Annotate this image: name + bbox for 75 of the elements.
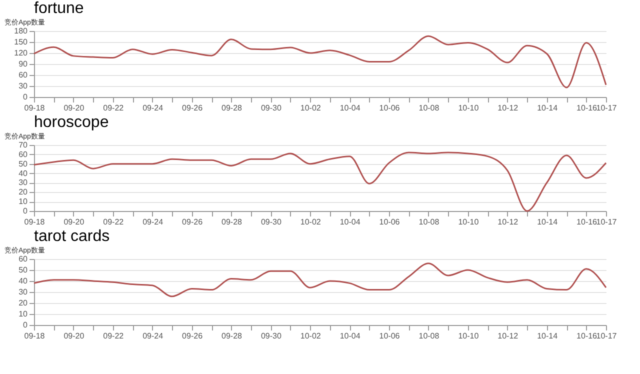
x-tick-label: 10-02 (300, 218, 322, 226)
x-tick-label: 10-17 (596, 332, 618, 340)
y-tick-label: 180 (14, 26, 28, 36)
x-tick-label: 10-04 (340, 104, 361, 112)
x-tick-label: 10-12 (498, 218, 519, 226)
x-tick-label: 10-10 (458, 104, 480, 112)
y-tick-label: 0 (23, 320, 28, 330)
x-tick-label: 09-24 (142, 332, 164, 340)
x-tick-label: 09-24 (142, 218, 164, 226)
y-tick-label: 50 (18, 159, 28, 168)
y-tick-label: 30 (18, 82, 28, 90)
x-tick-label: 09-20 (64, 218, 85, 226)
x-tick-label: 10-12 (498, 332, 519, 340)
x-tick-label: 09-28 (222, 332, 243, 340)
x-tick-label: 09-22 (103, 218, 124, 226)
x-tick-label: 10-10 (458, 218, 480, 226)
x-tick-label: 10-08 (418, 104, 440, 112)
x-tick-label: 10-02 (300, 104, 322, 112)
x-tick-label: 09-22 (103, 104, 124, 112)
x-tick-label: 10-17 (596, 104, 618, 112)
chart-title: tarot cards (34, 228, 110, 245)
y-tick-label: 150 (14, 38, 28, 46)
y-tick-label: 30 (18, 288, 28, 296)
x-tick-label: 09-20 (64, 332, 85, 340)
line-series (33, 262, 607, 298)
y-tick-label: 30 (18, 178, 28, 188)
x-tick-label: 10-17 (596, 218, 618, 226)
x-tick-label: 09-28 (222, 218, 243, 226)
x-tick-label: 10-14 (537, 332, 558, 340)
x-tick-label: 09-22 (103, 332, 124, 340)
y-tick-label: 90 (18, 60, 28, 68)
x-tick-label: 10-08 (418, 218, 440, 226)
y-tick-label: 10 (18, 197, 28, 206)
line-series (33, 35, 607, 88)
y-tick-label: 70 (18, 140, 28, 150)
y-tick-label: 10 (18, 310, 28, 318)
y-tick-label: 50 (18, 266, 28, 274)
x-tick-label: 09-26 (182, 218, 204, 226)
y-tick-label: 60 (18, 150, 28, 159)
y-tick-label: 0 (23, 92, 28, 102)
chart-title: fortune (34, 0, 84, 17)
y-tick-label: 20 (18, 188, 28, 197)
y-tick-label: 20 (18, 298, 28, 308)
x-tick-label: 09-26 (182, 332, 204, 340)
x-tick-label: 09-30 (260, 218, 282, 226)
y-tick-label: 0 (23, 206, 28, 216)
x-tick-label: 09-28 (222, 104, 243, 112)
x-tick-label: 09-26 (182, 104, 204, 112)
x-tick-label: 10-16 (576, 332, 598, 340)
y-tick-label: 60 (18, 254, 28, 264)
x-tick-label: 10-10 (458, 332, 480, 340)
y-tick-label: 60 (18, 70, 28, 80)
y-tick-label: 40 (18, 276, 28, 286)
x-tick-label: 09-30 (260, 332, 282, 340)
x-tick-label: 10-06 (379, 332, 400, 340)
x-tick-label: 10-16 (576, 104, 598, 112)
x-tick-label: 09-18 (24, 218, 46, 226)
x-tick-label: 09-24 (142, 104, 164, 112)
x-tick-label: 09-30 (260, 104, 282, 112)
x-tick-label: 10-06 (379, 218, 400, 226)
y-tick-label: 40 (18, 168, 28, 178)
x-tick-label: 10-02 (300, 332, 322, 340)
x-tick-label: 10-04 (340, 332, 361, 340)
x-tick-label: 10-06 (379, 104, 400, 112)
x-tick-label: 10-12 (498, 104, 519, 112)
x-tick-label: 09-18 (24, 104, 46, 112)
y-tick-label: 120 (14, 48, 28, 58)
x-tick-label: 10-04 (340, 218, 361, 226)
x-tick-label: 10-16 (576, 218, 598, 226)
x-tick-label: 10-08 (418, 332, 440, 340)
x-tick-label: 10-14 (537, 104, 558, 112)
x-tick-label: 09-18 (24, 332, 46, 340)
x-tick-label: 09-20 (64, 104, 85, 112)
chart-title: horoscope (34, 114, 109, 131)
x-tick-label: 10-14 (537, 218, 558, 226)
